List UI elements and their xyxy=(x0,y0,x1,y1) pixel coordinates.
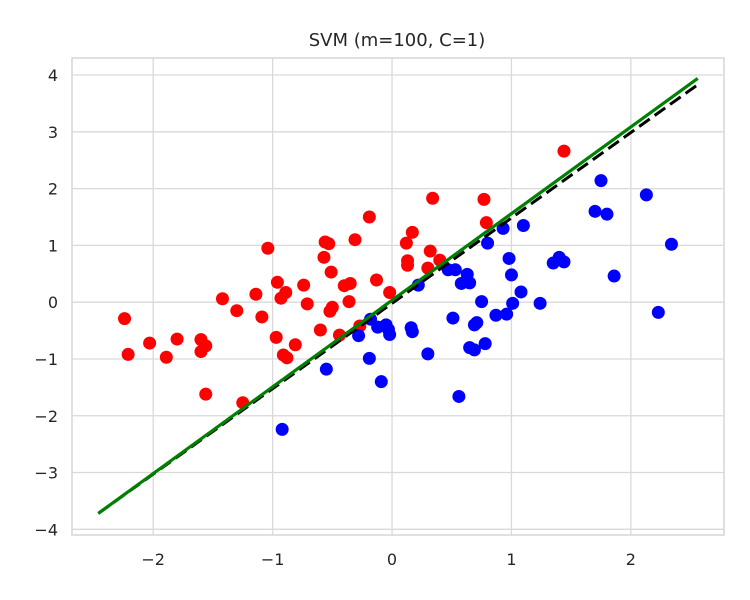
data-point-blue xyxy=(533,296,547,310)
data-point-red xyxy=(370,273,384,287)
x-tick-label: −1 xyxy=(261,550,285,569)
data-point-red xyxy=(362,210,376,224)
series-red-points xyxy=(118,144,571,410)
data-point-red xyxy=(313,323,327,337)
data-point-blue xyxy=(383,328,397,342)
data-point-blue xyxy=(594,174,608,188)
data-point-red xyxy=(405,225,419,239)
tick-labels: −2 −1 0 1 2 −4 −3 −2 −1 0 1 2 3 4 xyxy=(34,66,636,569)
y-tick-label: −4 xyxy=(34,520,58,539)
data-point-blue xyxy=(470,316,484,330)
data-point-blue xyxy=(588,204,602,218)
data-point-red xyxy=(159,350,173,364)
x-tick-label: 2 xyxy=(626,550,636,569)
data-point-blue xyxy=(448,263,462,277)
data-point-red xyxy=(230,304,244,318)
data-point-blue xyxy=(362,351,376,365)
data-point-red xyxy=(255,310,269,324)
data-point-red xyxy=(557,144,571,158)
data-point-blue xyxy=(352,329,366,343)
x-tick-label: −2 xyxy=(141,550,165,569)
data-point-blue xyxy=(500,307,514,321)
data-point-blue xyxy=(514,285,528,299)
data-point-blue xyxy=(600,207,614,221)
data-point-red xyxy=(270,275,284,289)
data-point-blue xyxy=(405,325,419,339)
data-point-red xyxy=(249,287,263,301)
data-point-blue xyxy=(506,296,520,310)
data-point-blue xyxy=(639,188,653,202)
data-point-red xyxy=(288,338,302,352)
data-point-red xyxy=(322,237,336,251)
grid-lines xyxy=(72,58,724,535)
data-point-blue xyxy=(319,362,333,376)
data-point-red xyxy=(215,292,229,306)
plot-area: −2 −1 0 1 2 −4 −3 −2 −1 0 1 2 3 4 xyxy=(34,57,725,569)
data-point-red xyxy=(426,191,440,205)
data-point-red xyxy=(317,250,331,264)
data-point-red xyxy=(401,258,415,272)
data-point-blue xyxy=(478,337,492,351)
y-tick-label: 2 xyxy=(48,180,58,199)
y-tick-label: 1 xyxy=(48,236,58,255)
data-point-blue xyxy=(421,347,435,361)
data-point-red xyxy=(121,347,135,361)
data-point-blue xyxy=(504,268,518,282)
data-point-blue xyxy=(651,305,665,319)
y-tick-label: −2 xyxy=(34,407,58,426)
data-point-blue xyxy=(467,343,481,357)
data-point-red xyxy=(261,241,275,255)
data-point-red xyxy=(269,330,283,344)
data-point-blue xyxy=(607,269,621,283)
chart-title: SVM (m=100, C=1) xyxy=(309,30,486,51)
data-point-blue xyxy=(374,375,388,389)
data-point-blue xyxy=(452,389,466,403)
data-point-blue xyxy=(446,311,460,325)
data-point-red xyxy=(199,339,213,353)
x-tick-label: 0 xyxy=(387,550,397,569)
data-point-red xyxy=(300,297,314,311)
data-point-blue xyxy=(664,237,678,251)
data-point-red xyxy=(348,233,362,247)
data-point-blue xyxy=(502,251,516,265)
y-tick-label: −3 xyxy=(34,464,58,483)
data-point-red xyxy=(143,336,157,350)
data-point-blue xyxy=(557,255,571,269)
data-point-blue xyxy=(463,276,477,290)
data-point-red xyxy=(399,236,413,250)
data-point-red xyxy=(325,300,339,314)
data-point-red xyxy=(118,312,132,326)
data-point-blue xyxy=(481,236,495,250)
data-point-blue xyxy=(475,295,489,309)
data-point-blue xyxy=(516,219,530,233)
data-point-red xyxy=(170,332,184,346)
data-point-red xyxy=(479,216,493,230)
data-point-red xyxy=(324,265,338,279)
y-tick-label: 3 xyxy=(48,123,58,142)
axes-frame xyxy=(71,57,725,536)
data-point-red xyxy=(423,244,437,258)
data-point-red xyxy=(477,192,491,206)
data-point-blue xyxy=(489,308,503,322)
svm-decision-line xyxy=(97,77,699,515)
data-point-red xyxy=(383,286,397,300)
x-tick-label: 1 xyxy=(506,550,516,569)
data-point-red xyxy=(343,276,357,290)
y-tick-label: −1 xyxy=(34,350,58,369)
data-point-red xyxy=(332,328,346,342)
data-point-red xyxy=(280,351,294,365)
y-tick-label: 0 xyxy=(48,293,58,312)
data-point-red xyxy=(342,295,356,309)
data-point-red xyxy=(279,286,293,300)
data-point-blue xyxy=(275,422,289,436)
data-point-red xyxy=(199,387,213,401)
data-point-red xyxy=(297,278,311,292)
y-tick-label: 4 xyxy=(48,66,58,85)
series-blue-points xyxy=(275,174,678,436)
